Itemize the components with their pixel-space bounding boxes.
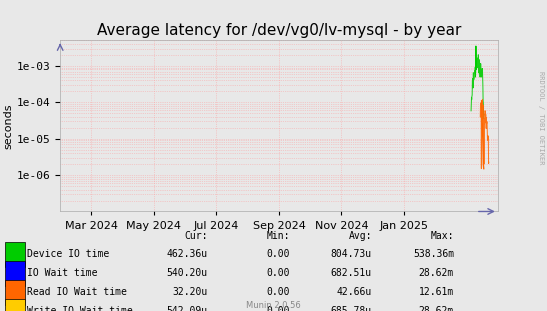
Text: 42.66u: 42.66u [337,287,372,297]
Text: IO Wait time: IO Wait time [27,268,98,278]
Bar [5,280,25,305]
Title: Average latency for /dev/vg0/lv-mysql - by year: Average latency for /dev/vg0/lv-mysql - … [97,23,461,38]
Text: Min:: Min: [266,231,290,241]
Text: 12.61m: 12.61m [419,287,454,297]
Bar [5,242,25,267]
Text: 542.09u: 542.09u [167,306,208,311]
Text: Write IO Wait time: Write IO Wait time [27,306,133,311]
Text: RRDTOOL / TOBI OETIKER: RRDTOOL / TOBI OETIKER [538,72,544,165]
Text: 682.51u: 682.51u [331,268,372,278]
Text: 32.20u: 32.20u [173,287,208,297]
Text: Cur:: Cur: [184,231,208,241]
Text: Device IO time: Device IO time [27,249,109,259]
Text: Read IO Wait time: Read IO Wait time [27,287,127,297]
Text: 0.00: 0.00 [266,249,290,259]
Text: 0.00: 0.00 [266,306,290,311]
Text: 0.00: 0.00 [266,268,290,278]
Bar [5,261,25,286]
Bar [5,299,25,311]
Text: 540.20u: 540.20u [167,268,208,278]
Text: 462.36u: 462.36u [167,249,208,259]
Text: 538.36m: 538.36m [413,249,454,259]
Text: Munin 2.0.56: Munin 2.0.56 [246,301,301,310]
Y-axis label: seconds: seconds [4,103,14,149]
Text: 685.78u: 685.78u [331,306,372,311]
Text: 28.62m: 28.62m [419,306,454,311]
Text: 804.73u: 804.73u [331,249,372,259]
Text: 0.00: 0.00 [266,287,290,297]
Text: Max:: Max: [430,231,454,241]
Text: Avg:: Avg: [348,231,372,241]
Text: 28.62m: 28.62m [419,268,454,278]
